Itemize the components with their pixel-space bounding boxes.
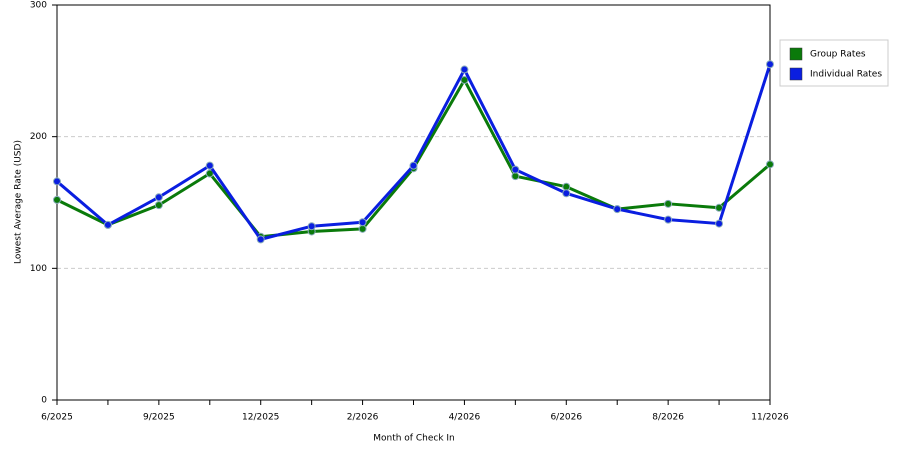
data-point <box>511 165 520 174</box>
data-point <box>613 205 622 214</box>
series-line <box>56 78 771 239</box>
x-tick-label: 11/2026 <box>751 413 789 423</box>
data-point <box>307 222 316 231</box>
legend-swatch <box>789 67 803 81</box>
data-point <box>154 193 163 202</box>
data-point <box>766 160 774 169</box>
x-tick-label: 4/2026 <box>449 413 481 423</box>
x-tick-label: 8/2026 <box>652 413 684 423</box>
legend-swatch <box>789 47 803 61</box>
x-tick-label: 6/2026 <box>550 413 582 423</box>
x-axis-title: Month of Check In <box>373 434 455 444</box>
data-point <box>53 195 61 204</box>
data-point <box>154 201 163 210</box>
legend-label: Group Rates <box>810 50 866 60</box>
series-line <box>56 63 772 241</box>
data-point <box>53 177 61 186</box>
data-point <box>256 235 265 244</box>
x-tick-label: 12/2025 <box>242 413 279 423</box>
legend-label: Individual Rates <box>810 70 882 80</box>
data-point <box>358 224 367 233</box>
data-point <box>103 220 112 229</box>
data-point <box>664 215 673 224</box>
data-point <box>664 199 673 208</box>
data-point <box>358 218 367 227</box>
data-point <box>562 182 571 191</box>
data-point <box>562 189 571 198</box>
data-point <box>460 76 469 85</box>
data-point <box>715 219 724 228</box>
data-point <box>460 65 469 74</box>
y-tick-label: 100 <box>30 264 47 274</box>
x-tick-label: 2/2026 <box>347 413 379 423</box>
data-point <box>715 203 724 212</box>
y-tick-label: 200 <box>30 132 47 142</box>
x-tick-label: 9/2025 <box>143 413 175 423</box>
y-tick-label: 0 <box>41 396 47 406</box>
data-point <box>409 161 418 170</box>
data-point <box>205 169 214 178</box>
x-tick-label: 6/2025 <box>41 413 73 423</box>
data-point <box>205 161 214 170</box>
y-axis-title: Lowest Average Rate (USD) <box>14 140 24 264</box>
data-point <box>766 60 774 69</box>
data-point <box>511 172 520 181</box>
y-tick-label: 300 <box>30 1 47 11</box>
